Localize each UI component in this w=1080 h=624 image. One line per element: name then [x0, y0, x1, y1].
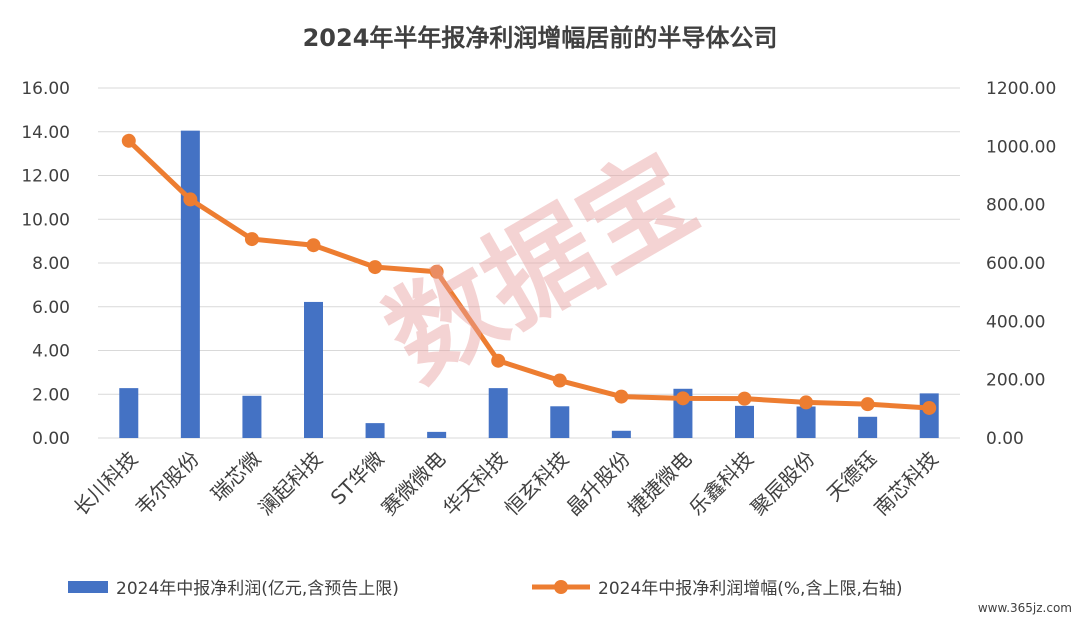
category-label: 长川科技: [69, 447, 143, 521]
line-point: [429, 264, 444, 279]
right-tick-label: 1000.00: [986, 137, 1056, 157]
bar: [427, 431, 447, 438]
line-point: [368, 260, 383, 275]
category-label: 恒玄科技: [500, 447, 574, 521]
bar: [304, 301, 323, 438]
legend: 2024年中报净利润(亿元,含预告上限) 2024年中报净利润增幅(%,含上限,…: [68, 579, 903, 599]
line-point: [737, 391, 752, 406]
left-tick-label: 6.00: [32, 298, 70, 318]
left-tick-label: 8.00: [32, 254, 70, 274]
left-tick-label: 0.00: [32, 429, 70, 449]
bar: [919, 393, 939, 438]
line-point: [922, 400, 937, 415]
category-label: 聚辰股份: [746, 447, 820, 521]
line-point: [183, 192, 198, 207]
bar: [180, 130, 200, 438]
gridlines: [98, 87, 960, 439]
bar: [735, 405, 754, 438]
chart-title: 2024年半年报净利润增幅居前的半导体公司: [303, 24, 778, 52]
left-tick-label: 14.00: [21, 123, 70, 143]
line-point: [860, 397, 875, 412]
category-label: 瑞芯微: [206, 447, 265, 506]
left-tick-label: 10.00: [21, 210, 70, 230]
legend-bar-label: 2024年中报净利润(亿元,含预告上限): [116, 579, 399, 599]
legend-bar-swatch: [68, 581, 108, 593]
line-point: [552, 373, 567, 388]
right-tick-label: 400.00: [986, 312, 1045, 332]
category-label: 韦尔股份: [130, 447, 204, 521]
line-path: [127, 138, 930, 411]
category-label: 天德钰: [822, 447, 881, 506]
right-tick-label: 200.00: [986, 371, 1045, 391]
legend-line-marker: [554, 580, 568, 594]
category-label: 晶升股份: [561, 447, 635, 521]
bar: [858, 416, 878, 438]
bar: [488, 388, 508, 438]
bar: [550, 406, 570, 438]
bar: [611, 430, 631, 438]
category-label: 赛微微电: [377, 447, 451, 521]
line-point: [614, 389, 629, 404]
left-axis-ticks: 0.00 2.00 4.00 6.00 8.00 10.00 12.00 14.00 16.00: [21, 79, 70, 449]
line-point: [244, 232, 259, 247]
category-label: 华天科技: [438, 447, 512, 521]
right-tick-label: 0.00: [986, 429, 1024, 449]
bar: [365, 423, 385, 438]
line-point: [121, 133, 136, 148]
left-tick-label: 2.00: [32, 385, 70, 405]
category-label: 乐鑫科技: [684, 447, 758, 521]
right-axis-ticks: 0.00 200.00 400.00 600.00 800.00 1000.00 1200.…: [986, 79, 1056, 449]
bar: [119, 388, 139, 438]
line-series: [121, 133, 937, 415]
left-tick-label: 16.00: [21, 79, 70, 99]
right-tick-label: 800.00: [986, 196, 1045, 216]
legend-line-label: 2024年中报净利润增幅(%,含上限,右轴): [598, 579, 903, 599]
left-tick-label: 4.00: [32, 342, 70, 362]
line-point: [675, 391, 690, 406]
right-tick-label: 600.00: [986, 254, 1045, 274]
watermark: 数据宝: [366, 129, 716, 405]
site-mark: www.365jz.com: [978, 601, 1072, 615]
left-tick-label: 12.00: [21, 167, 70, 187]
line-point: [799, 395, 814, 410]
bar: [796, 406, 816, 438]
category-label: 捷捷微电: [623, 447, 697, 521]
category-label: 南芯科技: [869, 447, 943, 521]
category-label: 澜起科技: [253, 447, 327, 521]
line-point: [491, 353, 506, 368]
bar: [242, 395, 262, 438]
line-point: [306, 238, 321, 253]
right-tick-label: 1200.00: [986, 79, 1056, 99]
